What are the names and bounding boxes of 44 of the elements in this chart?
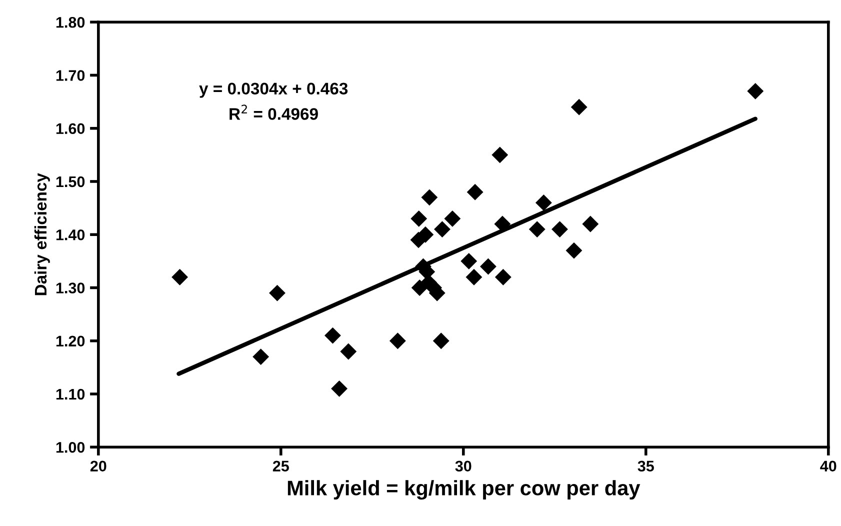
annotation: y = 0.0304x + 0.463 (199, 82, 348, 98)
point (552, 221, 568, 238)
point (566, 242, 582, 259)
point (331, 380, 348, 397)
point (444, 210, 461, 227)
x-tick-label: 20 (90, 460, 106, 472)
point (480, 258, 496, 275)
y-tick-label: 1.80 (56, 16, 85, 28)
x-tick-label: 35 (638, 460, 654, 472)
point (570, 98, 588, 116)
y-tick-label: 1.30 (56, 282, 85, 294)
x-axis-title: Milk yield = kg/milk per cow per day (288, 480, 640, 500)
point (466, 268, 482, 286)
point (466, 184, 484, 200)
point (324, 327, 341, 344)
point (535, 194, 552, 211)
point (747, 82, 764, 100)
point (492, 146, 508, 164)
y-tick-label: 1.20 (56, 336, 85, 347)
x-tick-label: 40 (820, 460, 836, 472)
point (252, 348, 270, 366)
point (460, 252, 478, 270)
point (269, 284, 286, 302)
point (172, 268, 188, 286)
point (528, 221, 546, 238)
point (432, 332, 450, 350)
point (582, 216, 599, 232)
annotation: R$^{2}$ = 0.4969 (230, 104, 318, 120)
point (494, 268, 512, 286)
point (389, 332, 406, 350)
y-tick-label: 1.10 (56, 388, 85, 400)
point (410, 210, 428, 227)
point (421, 189, 438, 206)
point (434, 221, 450, 238)
x-tick-label: 30 (455, 460, 472, 472)
y-tick-label: 1.40 (56, 229, 85, 240)
y-tick-label: 1.50 (56, 176, 85, 188)
point (417, 226, 434, 243)
y-axis-title: Dairy efficiency (34, 173, 50, 296)
y-tick-label: 1.60 (56, 123, 85, 134)
x-tick-label: 25 (272, 460, 289, 472)
y-tick-label: 1.00 (56, 442, 85, 453)
point (340, 343, 357, 360)
y-tick-label: 1.70 (56, 70, 85, 81)
